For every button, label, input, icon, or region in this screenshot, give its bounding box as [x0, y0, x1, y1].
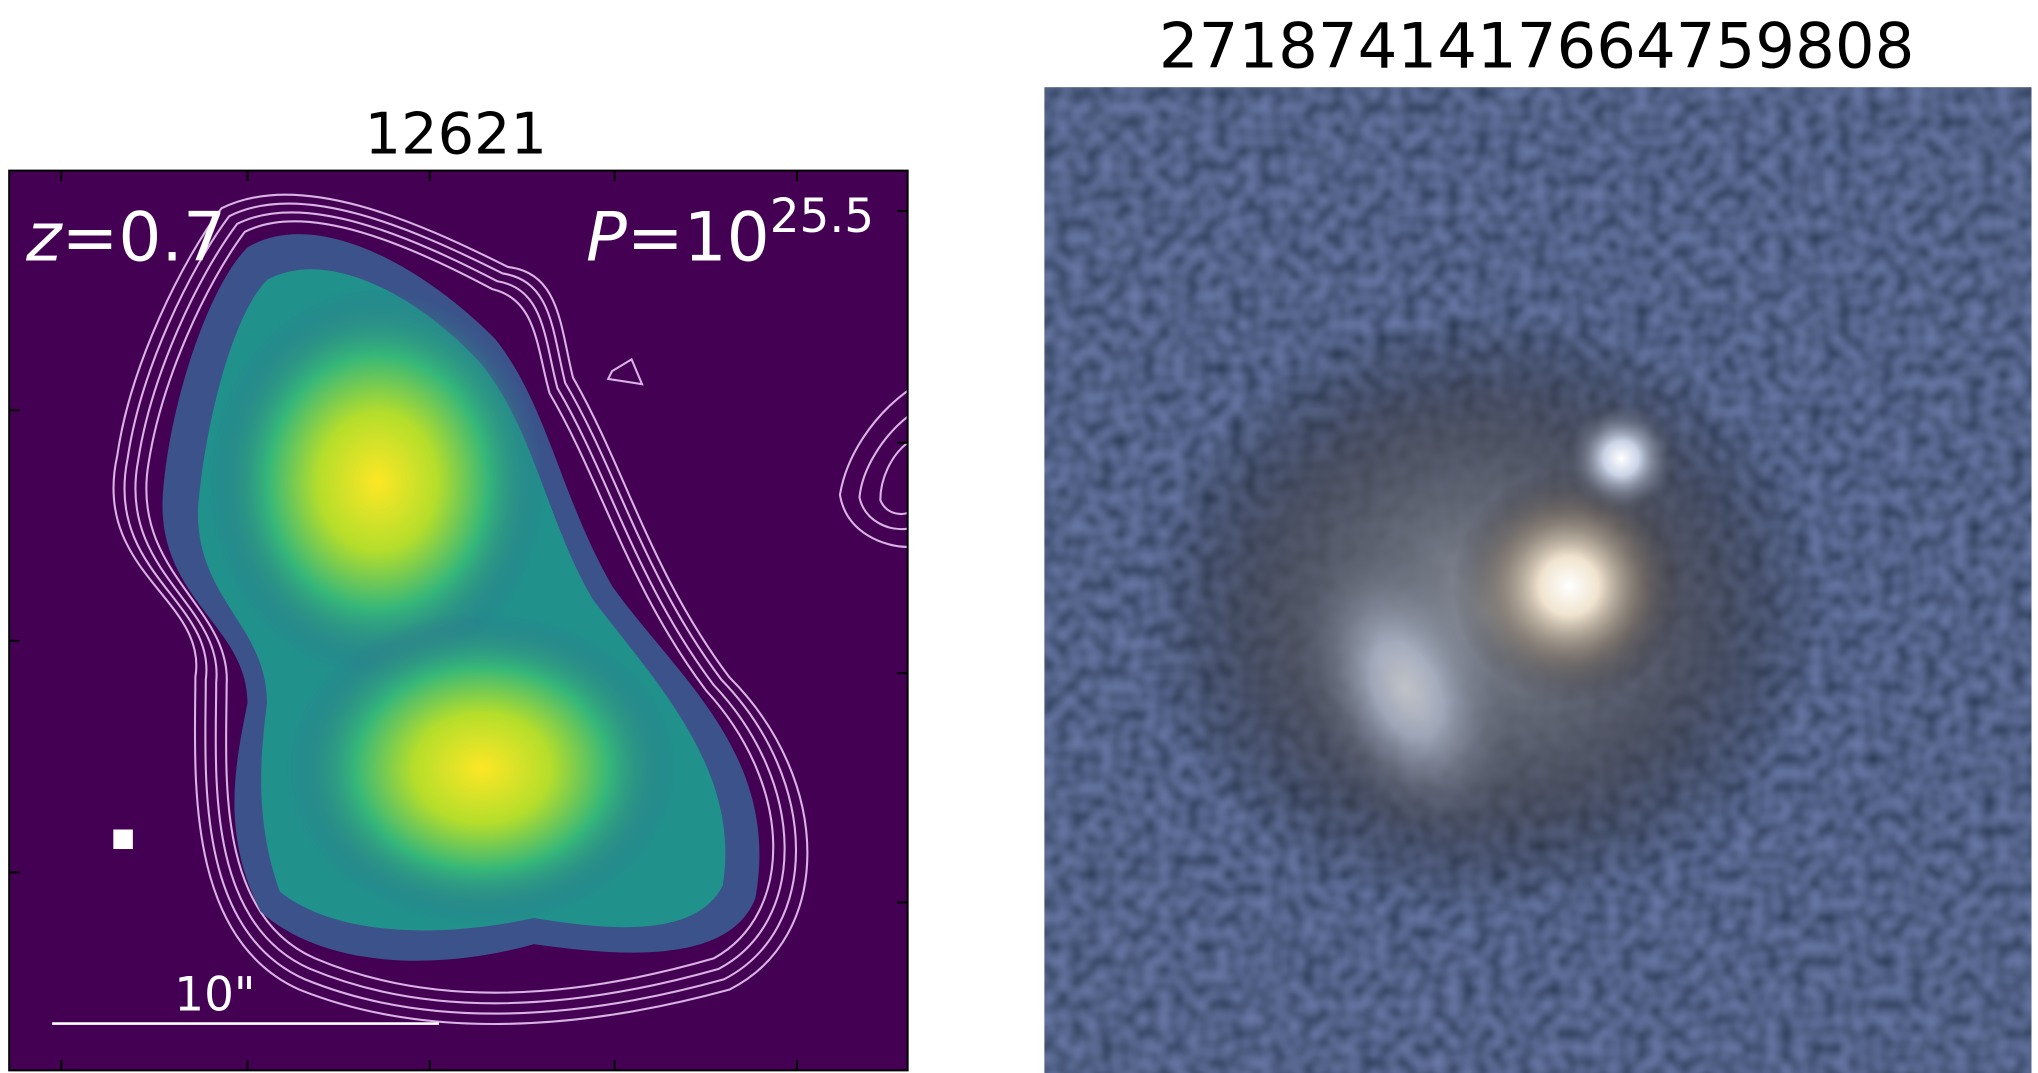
galaxy-companion [1562, 399, 1680, 517]
optical-image [1044, 87, 2032, 1073]
radio-map: 10" z=0.7 P=1025.5 [9, 170, 908, 1071]
right-title: 2718741417664759808 [1159, 10, 1915, 83]
beam [113, 829, 133, 850]
power-variable: P [586, 197, 627, 276]
galaxy-core [1451, 468, 1687, 704]
scale-bar-label: 10" [174, 967, 255, 1022]
ticks [9, 170, 908, 1071]
radio-lobe [286, 612, 678, 925]
contours [112, 193, 908, 1026]
redshift-variable: z [25, 197, 63, 276]
left-frame [8, 169, 909, 1072]
radio-lobe [208, 286, 547, 678]
power-base: =10 [627, 197, 770, 276]
power-exponent: 25.5 [770, 189, 874, 244]
left-title: 12621 [365, 101, 547, 168]
redshift-label: z=0.7 [25, 197, 226, 276]
power-label: P=1025.5 [586, 189, 874, 277]
redshift-value: =0.7 [62, 197, 226, 276]
